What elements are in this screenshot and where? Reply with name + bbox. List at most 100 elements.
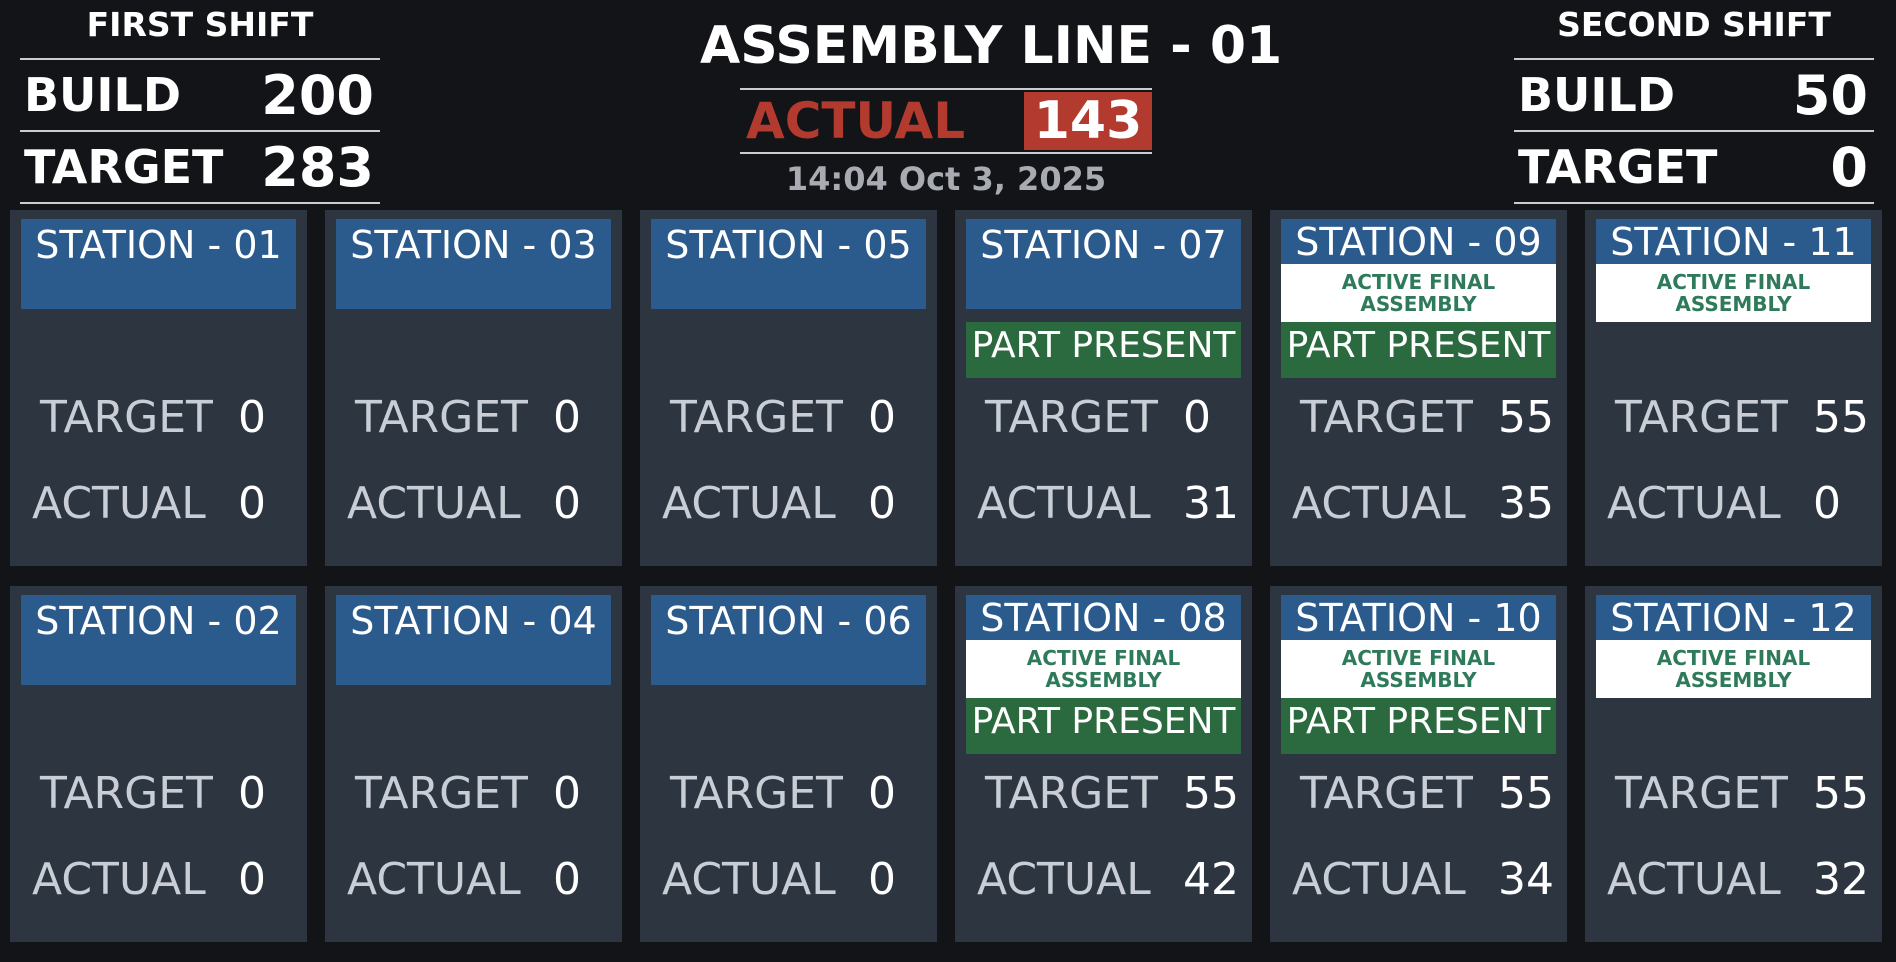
station-name: STATION - 05 [651, 219, 926, 309]
active-final-assembly-text: ACTIVE FINAL ASSEMBLY [1656, 270, 1811, 316]
station-target-value: 0 [553, 768, 581, 819]
station-target-row: TARGET 0 [325, 768, 622, 828]
station-actual-label: ACTUAL [1607, 854, 1781, 905]
station-card: STATION - 08 ACTIVE FINAL ASSEMBLY PART … [955, 586, 1252, 942]
station-card: STATION - 01 TARGET 0 ACTUAL 0 [10, 210, 307, 566]
active-final-assembly-text: ACTIVE FINAL ASSEMBLY [1656, 646, 1811, 692]
station-actual-value: 0 [1813, 478, 1841, 529]
active-final-assembly-badge: ACTIVE FINAL ASSEMBLY [966, 640, 1241, 698]
first-shift-title: FIRST SHIFT [20, 0, 380, 60]
station-name: STATION - 07 [966, 219, 1241, 309]
first-shift-target-label: TARGET [24, 140, 224, 194]
part-present-badge: PART PRESENT [966, 322, 1241, 378]
second-shift-build-row: BUILD 50 [1514, 60, 1874, 132]
station-actual-label: ACTUAL [1607, 478, 1781, 529]
station-name: STATION - 04 [336, 595, 611, 685]
station-actual-row: ACTUAL 0 [640, 854, 937, 914]
station-card: STATION - 07 PART PRESENT TARGET 0 ACTUA… [955, 210, 1252, 566]
station-target-label: TARGET [985, 768, 1158, 819]
active-final-assembly-text: ACTIVE FINAL ASSEMBLY [1026, 646, 1181, 692]
station-target-label: TARGET [40, 768, 213, 819]
page-title: ASSEMBLY LINE - 01 [700, 16, 1283, 76]
station-target-value: 0 [238, 392, 266, 443]
active-final-assembly-badge: ACTIVE FINAL ASSEMBLY [1596, 264, 1871, 322]
station-name: STATION - 01 [21, 219, 296, 309]
station-actual-row: ACTUAL 0 [10, 478, 307, 538]
station-actual-label: ACTUAL [1292, 854, 1466, 905]
first-shift-target-row: TARGET 283 [20, 132, 380, 204]
part-present-badge: PART PRESENT [1281, 698, 1556, 754]
station-card: STATION - 12 ACTIVE FINAL ASSEMBLY TARGE… [1585, 586, 1882, 942]
station-actual-row: ACTUAL 0 [10, 854, 307, 914]
active-final-assembly-badge: ACTIVE FINAL ASSEMBLY [1596, 640, 1871, 698]
station-grid: STATION - 01 TARGET 0 ACTUAL 0 STATION -… [10, 210, 1882, 942]
active-final-assembly-badge: ACTIVE FINAL ASSEMBLY [1281, 640, 1556, 698]
station-target-row: TARGET 0 [955, 392, 1252, 452]
station-name: STATION - 03 [336, 219, 611, 309]
station-target-row: TARGET 55 [1585, 768, 1882, 828]
station-actual-row: ACTUAL 35 [1270, 478, 1567, 538]
first-shift-build-value: 200 [261, 63, 374, 127]
station-target-value: 55 [1813, 392, 1869, 443]
station-actual-row: ACTUAL 0 [640, 478, 937, 538]
station-actual-row: ACTUAL 0 [325, 478, 622, 538]
station-target-row: TARGET 0 [640, 768, 937, 828]
station-target-value: 0 [238, 768, 266, 819]
station-actual-label: ACTUAL [662, 478, 836, 529]
station-target-value: 55 [1183, 768, 1239, 819]
station-card: STATION - 03 TARGET 0 ACTUAL 0 [325, 210, 622, 566]
station-card: STATION - 05 TARGET 0 ACTUAL 0 [640, 210, 937, 566]
station-actual-label: ACTUAL [977, 854, 1151, 905]
second-shift-panel: SECOND SHIFT BUILD 50 TARGET 0 [1514, 0, 1874, 204]
line-actual-value: 143 [1024, 92, 1152, 150]
station-target-row: TARGET 55 [1270, 392, 1567, 452]
station-card: STATION - 04 TARGET 0 ACTUAL 0 [325, 586, 622, 942]
station-target-row: TARGET 55 [1270, 768, 1567, 828]
station-target-label: TARGET [1300, 768, 1473, 819]
station-target-label: TARGET [670, 768, 843, 819]
station-target-value: 0 [868, 392, 896, 443]
line-actual-box: ACTUAL 143 [740, 88, 1152, 154]
station-target-value: 0 [553, 392, 581, 443]
station-target-label: TARGET [40, 392, 213, 443]
active-final-assembly-text: ACTIVE FINAL ASSEMBLY [1341, 646, 1496, 692]
station-target-label: TARGET [1615, 392, 1788, 443]
station-target-value: 55 [1813, 768, 1869, 819]
station-target-row: TARGET 0 [325, 392, 622, 452]
station-card: STATION - 09 ACTIVE FINAL ASSEMBLY PART … [1270, 210, 1567, 566]
station-target-label: TARGET [355, 392, 528, 443]
station-target-label: TARGET [1615, 768, 1788, 819]
first-shift-target-value: 283 [261, 135, 374, 199]
second-shift-target-value: 0 [1830, 135, 1868, 199]
station-actual-label: ACTUAL [1292, 478, 1466, 529]
first-shift-build-row: BUILD 200 [20, 60, 380, 132]
station-actual-label: ACTUAL [977, 478, 1151, 529]
first-shift-panel: FIRST SHIFT BUILD 200 TARGET 283 [20, 0, 380, 204]
station-target-label: TARGET [670, 392, 843, 443]
station-actual-value: 0 [868, 854, 896, 905]
station-target-row: TARGET 0 [640, 392, 937, 452]
second-shift-build-label: BUILD [1518, 68, 1676, 122]
active-final-assembly-badge: ACTIVE FINAL ASSEMBLY [1281, 264, 1556, 322]
station-actual-value: 35 [1498, 478, 1554, 529]
station-target-label: TARGET [985, 392, 1158, 443]
station-target-row: TARGET 0 [10, 768, 307, 828]
station-target-value: 0 [1183, 392, 1211, 443]
station-target-row: TARGET 55 [1585, 392, 1882, 452]
station-actual-value: 31 [1183, 478, 1239, 529]
station-actual-label: ACTUAL [32, 854, 206, 905]
station-actual-value: 0 [553, 854, 581, 905]
station-actual-label: ACTUAL [32, 478, 206, 529]
station-actual-value: 0 [868, 478, 896, 529]
station-name: STATION - 06 [651, 595, 926, 685]
station-target-value: 0 [868, 768, 896, 819]
station-actual-value: 0 [238, 478, 266, 529]
station-card: STATION - 02 TARGET 0 ACTUAL 0 [10, 586, 307, 942]
station-actual-value: 34 [1498, 854, 1554, 905]
station-actual-value: 32 [1813, 854, 1869, 905]
second-shift-target-row: TARGET 0 [1514, 132, 1874, 204]
station-target-row: TARGET 55 [955, 768, 1252, 828]
line-summary: ASSEMBLY LINE - 01 ACTUAL 143 14:04 Oct … [700, 0, 1282, 198]
station-actual-value: 42 [1183, 854, 1239, 905]
second-shift-target-label: TARGET [1518, 140, 1718, 194]
